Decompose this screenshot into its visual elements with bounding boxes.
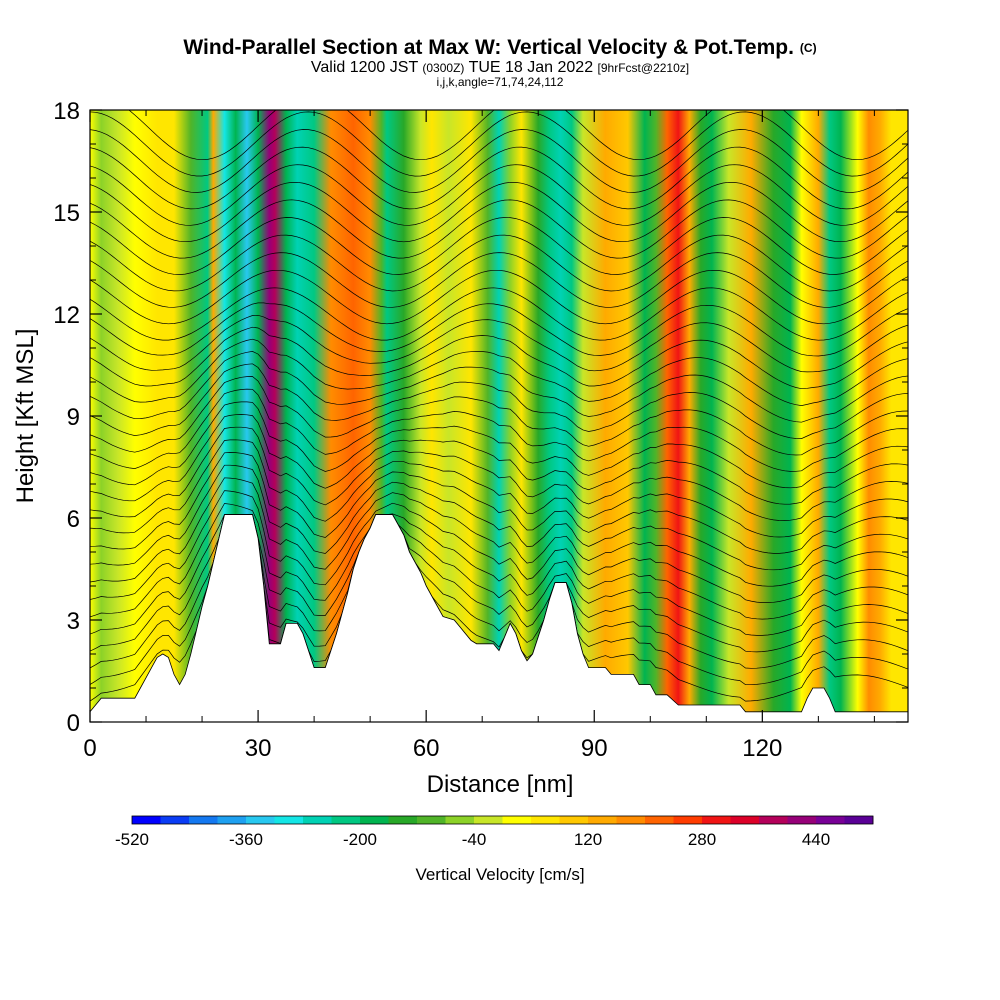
colorbar-swatch xyxy=(645,816,674,824)
colorbar-swatch xyxy=(388,816,418,824)
colorbar-tick-label: 280 xyxy=(688,830,716,849)
y-tick-label: 9 xyxy=(67,404,80,431)
theta-contour xyxy=(90,464,908,571)
terrain-mask xyxy=(89,514,909,723)
theta-contour xyxy=(90,351,908,423)
colorbar-swatch xyxy=(759,816,788,824)
colorbar-swatch xyxy=(246,816,275,824)
theta-contour xyxy=(90,490,908,603)
colorbar-swatch xyxy=(730,816,760,824)
colorbar-swatch xyxy=(445,816,475,824)
colorbar-swatch xyxy=(702,816,731,824)
theta-contour xyxy=(90,181,908,243)
copyright-mark: (C) xyxy=(799,41,817,55)
theta-contour xyxy=(90,217,908,275)
colorbar-swatch xyxy=(132,816,161,824)
y-tick-label: 12 xyxy=(53,302,80,329)
y-tick-label: 3 xyxy=(67,608,80,635)
colorbar-tick-label: -200 xyxy=(343,830,377,849)
y-tick-label: 0 xyxy=(67,710,80,737)
colorbar-swatch xyxy=(360,816,389,824)
colorbar-swatch xyxy=(274,816,304,824)
colorbar-frame xyxy=(131,815,874,825)
theta-contour xyxy=(90,414,908,505)
colorbar-swatch xyxy=(331,816,361,824)
x-tick-label: 90 xyxy=(581,735,608,762)
x-tick-label: 120 xyxy=(742,735,782,762)
colorbar-swatch xyxy=(303,816,332,824)
colorbar-swatch xyxy=(474,816,503,824)
theta-contour xyxy=(90,326,908,390)
colorbar-tick-label: 120 xyxy=(574,830,602,849)
axes: 0 30 60 90 120 0 3 6 9 12 15 18 xyxy=(53,98,908,762)
theta-contour xyxy=(90,287,908,341)
colorbar-tick-label: -520 xyxy=(115,830,149,849)
theta-contour xyxy=(90,199,908,259)
colorbar-swatch xyxy=(217,816,247,824)
colorbar-swatch xyxy=(189,816,218,824)
theta-contour xyxy=(90,338,908,406)
forecast-info: [9hrFcst@2210z] xyxy=(597,61,690,75)
valid-date: TUE 18 Jan 2022 xyxy=(468,59,594,76)
theta-contour xyxy=(90,146,908,210)
theta-contour xyxy=(90,388,908,472)
colorbar-swatch xyxy=(616,816,646,824)
colorbar-swatch xyxy=(588,816,617,824)
theta-contour xyxy=(90,452,908,554)
y-tick-label: 18 xyxy=(53,98,80,125)
colorbar-tick-label: 440 xyxy=(802,830,830,849)
theta-contour xyxy=(90,234,908,292)
theta-contour xyxy=(90,129,908,193)
valid-time: Valid 1200 JST xyxy=(310,59,418,76)
y-tick-label: 6 xyxy=(67,506,80,533)
colorbar: -520 -360 -200 -40 120 280 440 xyxy=(115,815,874,849)
colorbar-swatch xyxy=(787,816,817,824)
chart-title-block: Wind-Parallel Section at Max W: Vertical… xyxy=(0,36,1000,88)
theta-contour xyxy=(90,426,908,521)
theta-contours xyxy=(90,110,908,702)
colorbar-swatch xyxy=(816,816,845,824)
theta-contour xyxy=(90,164,908,226)
colorbar-swatch xyxy=(531,816,560,824)
colorbar-swatch xyxy=(502,816,532,824)
colorbar-swatch xyxy=(673,816,703,824)
colorbar-tick-label: -40 xyxy=(462,830,487,849)
theta-contour xyxy=(90,314,908,373)
x-tick-label: 0 xyxy=(83,735,96,762)
theta-contour xyxy=(90,269,908,325)
x-axis-label: Distance [nm] xyxy=(427,771,574,798)
x-tick-label: 60 xyxy=(413,735,440,762)
valid-utc: (0300Z) xyxy=(422,61,465,75)
y-axis-label: Height [Kft MSL] xyxy=(12,329,39,504)
chart-title: Wind-Parallel Section at Max W: Vertical… xyxy=(183,36,794,59)
theta-contour xyxy=(90,252,908,308)
theta-contour xyxy=(90,302,908,357)
theta-contour xyxy=(90,503,908,620)
colorbar-label: Vertical Velocity [cm/s] xyxy=(415,865,584,884)
y-tick-label: 15 xyxy=(53,200,80,227)
theta-contour xyxy=(90,477,908,587)
theta-contour xyxy=(90,111,908,177)
colorbar-swatch xyxy=(417,816,446,824)
x-tick-label: 30 xyxy=(245,735,272,762)
theta-contour xyxy=(90,439,908,538)
colorbar-tick-label: -360 xyxy=(229,830,263,849)
colorbar-swatch xyxy=(844,816,874,824)
theta-contour xyxy=(90,363,908,439)
grid-indices: i,j,k,angle=71,74,24,112 xyxy=(436,75,564,89)
theta-contour xyxy=(90,376,908,456)
colorbar-swatch xyxy=(559,816,589,824)
theta-contour xyxy=(128,110,908,161)
colorbar-swatch xyxy=(160,816,190,824)
theta-contour xyxy=(90,401,908,489)
